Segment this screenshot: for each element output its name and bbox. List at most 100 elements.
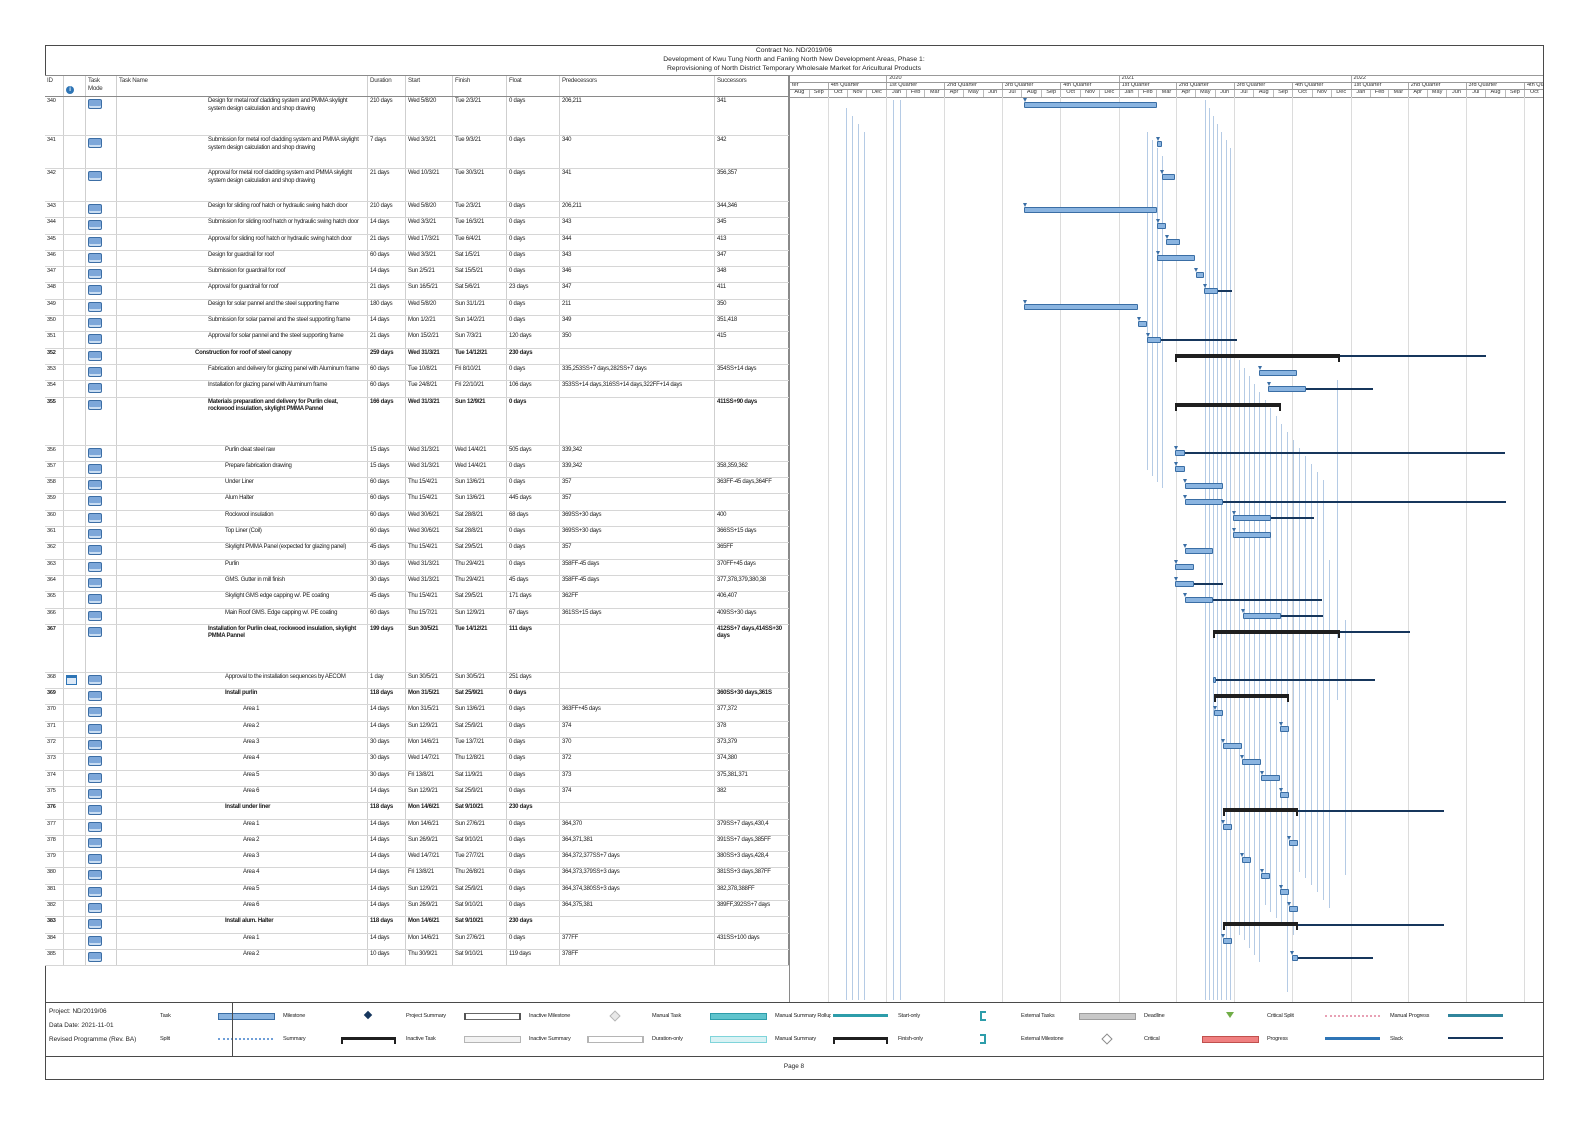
task-duration-cell[interactable]: 118 days [368, 803, 406, 819]
task-name-cell[interactable]: Area 1 [117, 819, 368, 835]
task-mode-cell[interactable] [86, 445, 117, 461]
task-mode-cell[interactable] [86, 234, 117, 250]
task-float-cell[interactable]: 0 days [507, 884, 560, 900]
task-finish-cell[interactable]: Tue 27/7/21 [453, 852, 507, 868]
task-id-cell[interactable]: 379 [45, 852, 64, 868]
task-predecessors-cell[interactable]: 364,375,381 [560, 900, 715, 917]
task-finish-cell[interactable]: Sat 9/10/21 [453, 900, 507, 917]
task-predecessors-cell[interactable]: 378FF [560, 949, 715, 966]
task-successors-cell[interactable]: 377,372 [715, 705, 789, 721]
task-mode-cell[interactable] [86, 738, 117, 754]
task-start-cell[interactable]: Sun 30/5/21 [406, 624, 453, 672]
task-float-cell[interactable]: 119 days [507, 949, 560, 966]
task-id-cell[interactable]: 381 [45, 884, 64, 900]
task-predecessors-cell[interactable]: 346 [560, 267, 715, 283]
task-name-cell[interactable]: Area 3 [117, 738, 368, 754]
task-successors-cell[interactable]: 342 [715, 136, 789, 168]
gantt-bar[interactable] [1175, 580, 1195, 587]
task-mode-cell[interactable] [86, 494, 117, 510]
task-start-cell[interactable]: Thu 15/4/21 [406, 543, 453, 559]
task-name-cell[interactable]: GMS. Gutter in mill finish [117, 575, 368, 592]
task-row[interactable]: 359 Alum Halter 60 days Thu 15/4/21 Sun 13/6… [45, 494, 789, 511]
task-name-cell[interactable]: Alum Halter [117, 494, 368, 510]
task-finish-cell[interactable]: Sat 28/8/21 [453, 510, 507, 527]
task-duration-cell[interactable]: 30 days [368, 575, 406, 592]
task-successors-cell[interactable]: 400 [715, 510, 789, 527]
task-finish-cell[interactable]: Sat 29/5/21 [453, 592, 507, 608]
task-name-cell[interactable]: Area 1 [117, 933, 368, 949]
task-successors-cell[interactable] [715, 445, 789, 461]
gantt-bar[interactable] [1157, 255, 1196, 262]
task-finish-cell[interactable]: Wed 14/4/21 [453, 461, 507, 478]
task-mode-cell[interactable] [86, 136, 117, 168]
task-predecessors-cell[interactable]: 340 [560, 136, 715, 168]
task-duration-cell[interactable]: 166 days [368, 397, 406, 445]
task-finish-cell[interactable]: Tue 14/12/21 [453, 624, 507, 672]
task-predecessors-cell[interactable]: 364,370 [560, 819, 715, 835]
task-mode-cell[interactable] [86, 868, 117, 884]
task-id-cell[interactable]: 340 [45, 97, 64, 135]
task-row[interactable]: 356 Purlin cleat steel raw 15 days Wed 31/3… [45, 445, 789, 462]
task-duration-cell[interactable]: 14 days [368, 819, 406, 835]
gantt-bar[interactable] [1280, 889, 1289, 896]
task-float-cell[interactable]: 45 days [507, 575, 560, 592]
task-finish-cell[interactable]: Tue 2/3/21 [453, 97, 507, 135]
gantt-bar[interactable] [1184, 499, 1223, 505]
task-successors-cell[interactable]: 411 [715, 283, 789, 299]
task-float-cell[interactable]: 120 days [507, 332, 560, 348]
task-finish-cell[interactable]: Thu 29/4/21 [453, 559, 507, 575]
task-finish-cell[interactable]: Sun 12/9/21 [453, 608, 507, 624]
task-start-cell[interactable]: Mon 14/6/21 [406, 819, 453, 835]
task-float-cell[interactable]: 0 days [507, 267, 560, 283]
task-successors-cell[interactable]: 381SS+3 days,387FF [715, 868, 789, 884]
task-name-cell[interactable]: Fabrication and delivery for glazing pan… [117, 364, 368, 381]
summary-bar[interactable] [1175, 402, 1281, 411]
task-start-cell[interactable]: Mon 14/6/21 [406, 803, 453, 819]
gantt-bar[interactable] [1024, 101, 1158, 108]
task-row[interactable]: 341 Submission for metal roof cladding sy… [45, 136, 789, 169]
task-predecessors-cell[interactable]: 350 [560, 332, 715, 348]
task-name-cell[interactable]: Main Roof GMS. Edge capping w/. PE coati… [117, 608, 368, 624]
task-finish-cell[interactable]: Sat 9/10/21 [453, 917, 507, 933]
task-row[interactable]: 380 Area 4 14 days Fri 13/8/21 Thu 26/8/21 0 … [45, 868, 789, 885]
task-duration-cell[interactable]: 30 days [368, 559, 406, 575]
task-name-cell[interactable]: Area 6 [117, 900, 368, 917]
task-start-cell[interactable]: Sun 12/9/21 [406, 786, 453, 803]
task-duration-cell[interactable]: 14 days [368, 884, 406, 900]
task-duration-cell[interactable]: 30 days [368, 738, 406, 754]
task-successors-cell[interactable]: 360SS+30 days,361S [715, 689, 789, 705]
task-name-cell[interactable]: Install purlin [117, 689, 368, 705]
task-row[interactable]: 355 Materials preparation and delivery fo… [45, 397, 789, 446]
task-duration-cell[interactable]: 21 days [368, 234, 406, 250]
task-name-cell[interactable]: Submission for guardrail for roof [117, 267, 368, 283]
task-id-cell[interactable]: 354 [45, 381, 64, 397]
task-start-cell[interactable]: Wed 5/8/20 [406, 202, 453, 218]
task-finish-cell[interactable]: Sat 15/5/21 [453, 267, 507, 283]
task-id-cell[interactable]: 355 [45, 397, 64, 445]
task-name-cell[interactable]: Submission for sliding roof hatch or hyd… [117, 218, 368, 234]
task-mode-cell[interactable] [86, 316, 117, 332]
gantt-bar[interactable] [1280, 726, 1289, 733]
task-successors-cell[interactable] [715, 348, 789, 364]
task-start-cell[interactable]: Wed 14/7/21 [406, 754, 453, 770]
task-row[interactable]: 357 Prepare fabrication drawing 15 days Wed… [45, 461, 789, 479]
task-finish-cell[interactable]: Thu 26/8/21 [453, 868, 507, 884]
gantt-bar[interactable] [1184, 482, 1223, 489]
task-successors-cell[interactable]: 406,407 [715, 592, 789, 608]
task-id-cell[interactable]: 357 [45, 461, 64, 478]
gantt-bar[interactable] [1261, 775, 1281, 782]
task-row[interactable]: 348 Approval for guardrail for roof 21 day… [45, 283, 789, 300]
task-name-cell[interactable]: Area 6 [117, 786, 368, 803]
task-name-cell[interactable]: Area 2 [117, 949, 368, 966]
task-id-cell[interactable]: 341 [45, 136, 64, 168]
task-finish-cell[interactable]: Sun 13/6/21 [453, 705, 507, 721]
task-duration-cell[interactable]: 14 days [368, 705, 406, 721]
task-start-cell[interactable]: Sun 30/5/21 [406, 672, 453, 689]
task-start-cell[interactable]: Mon 31/5/21 [406, 689, 453, 705]
task-finish-cell[interactable]: Sat 9/10/21 [453, 835, 507, 852]
task-id-cell[interactable]: 385 [45, 949, 64, 966]
task-float-cell[interactable]: 171 days [507, 592, 560, 608]
task-predecessors-cell[interactable] [560, 397, 715, 445]
gantt-bar[interactable] [1184, 596, 1214, 603]
task-start-cell[interactable]: Wed 5/8/20 [406, 299, 453, 316]
